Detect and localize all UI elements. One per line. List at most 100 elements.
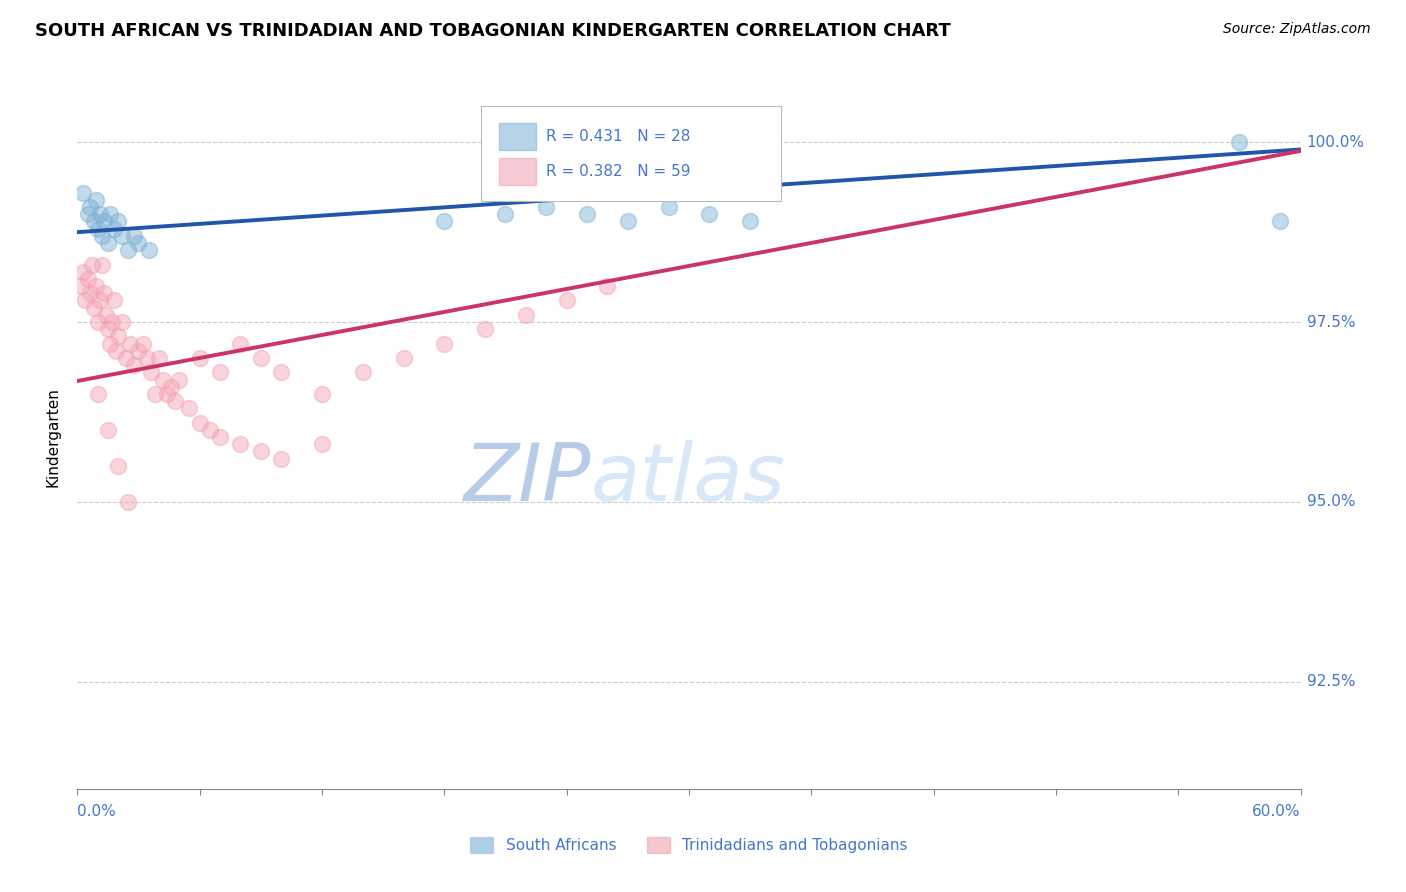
Point	[97, 423, 120, 437]
Point	[80, 258, 103, 272]
Point	[127, 343, 149, 358]
Point	[105, 343, 128, 358]
Text: ZIP: ZIP	[464, 441, 591, 518]
Text: R = 0.382   N = 59: R = 0.382 N = 59	[546, 164, 690, 179]
Point	[208, 430, 231, 444]
Point	[76, 272, 98, 286]
Point	[515, 308, 537, 322]
Text: atlas: atlas	[591, 441, 786, 518]
Text: SOUTH AFRICAN VS TRINIDADIAN AND TOBAGONIAN KINDERGARTEN CORRELATION CHART: SOUTH AFRICAN VS TRINIDADIAN AND TOBAGON…	[35, 22, 950, 40]
Point	[90, 228, 112, 243]
Point	[89, 207, 111, 221]
Point	[138, 243, 160, 257]
Point	[555, 293, 578, 308]
Text: 92.5%: 92.5%	[1306, 674, 1355, 689]
Point	[229, 437, 252, 451]
Point	[270, 365, 292, 379]
Point	[124, 358, 146, 372]
Point	[131, 336, 153, 351]
Point	[658, 200, 681, 214]
Point	[165, 394, 187, 409]
Point	[84, 193, 107, 207]
FancyBboxPatch shape	[481, 106, 780, 201]
Point	[250, 444, 273, 458]
Point	[120, 336, 142, 351]
Point	[94, 308, 117, 322]
Point	[311, 387, 333, 401]
Point	[107, 329, 129, 343]
Text: 60.0%: 60.0%	[1253, 804, 1301, 819]
Point	[156, 387, 179, 401]
Point	[79, 286, 101, 301]
Point	[83, 214, 105, 228]
Point	[617, 214, 640, 228]
Point	[229, 336, 252, 351]
Point	[89, 293, 111, 308]
FancyBboxPatch shape	[499, 123, 536, 150]
Point	[93, 214, 115, 228]
Point	[87, 221, 110, 235]
FancyBboxPatch shape	[499, 158, 536, 185]
Point	[111, 315, 134, 329]
Point	[98, 207, 121, 221]
Point	[740, 214, 762, 228]
Point	[139, 365, 162, 379]
Text: R = 0.431   N = 28: R = 0.431 N = 28	[546, 128, 690, 144]
Point	[188, 351, 211, 365]
Point	[433, 214, 456, 228]
Point	[152, 373, 174, 387]
Point	[84, 279, 107, 293]
Text: 100.0%: 100.0%	[1306, 135, 1365, 150]
Point	[83, 301, 105, 315]
Point	[87, 387, 110, 401]
Point	[179, 401, 201, 416]
Point	[208, 365, 231, 379]
Point	[70, 279, 93, 293]
Point	[107, 214, 129, 228]
Point	[101, 315, 124, 329]
Point	[115, 351, 138, 365]
Point	[111, 228, 134, 243]
Point	[270, 451, 292, 466]
Point	[148, 351, 170, 365]
Point	[1229, 135, 1251, 149]
Point	[474, 322, 496, 336]
Point	[596, 279, 619, 293]
Point	[97, 322, 120, 336]
Point	[160, 380, 183, 394]
Point	[1268, 214, 1291, 228]
Point	[433, 336, 456, 351]
Legend: South Africans, Trinidadians and Tobagonians: South Africans, Trinidadians and Tobagon…	[464, 831, 914, 859]
Point	[124, 228, 146, 243]
Point	[188, 416, 211, 430]
Point	[103, 221, 125, 235]
Point	[117, 495, 139, 509]
Point	[93, 286, 115, 301]
Point	[311, 437, 333, 451]
Point	[76, 207, 98, 221]
Text: Source: ZipAtlas.com: Source: ZipAtlas.com	[1223, 22, 1371, 37]
Point	[250, 351, 273, 365]
Point	[97, 235, 120, 250]
Text: 0.0%: 0.0%	[77, 804, 117, 819]
Point	[72, 265, 94, 279]
Point	[143, 387, 166, 401]
Y-axis label: Kindergarten: Kindergarten	[45, 387, 60, 487]
Point	[107, 458, 129, 473]
Point	[534, 200, 557, 214]
Point	[576, 207, 599, 221]
Point	[98, 336, 121, 351]
Point	[127, 235, 149, 250]
Point	[495, 207, 517, 221]
Point	[392, 351, 415, 365]
Point	[87, 315, 110, 329]
Point	[79, 200, 101, 214]
Text: 95.0%: 95.0%	[1306, 494, 1355, 509]
Point	[75, 293, 97, 308]
Text: 97.5%: 97.5%	[1306, 315, 1355, 329]
Point	[103, 293, 125, 308]
Point	[72, 186, 94, 200]
Point	[699, 207, 721, 221]
Point	[135, 351, 157, 365]
Point	[117, 243, 139, 257]
